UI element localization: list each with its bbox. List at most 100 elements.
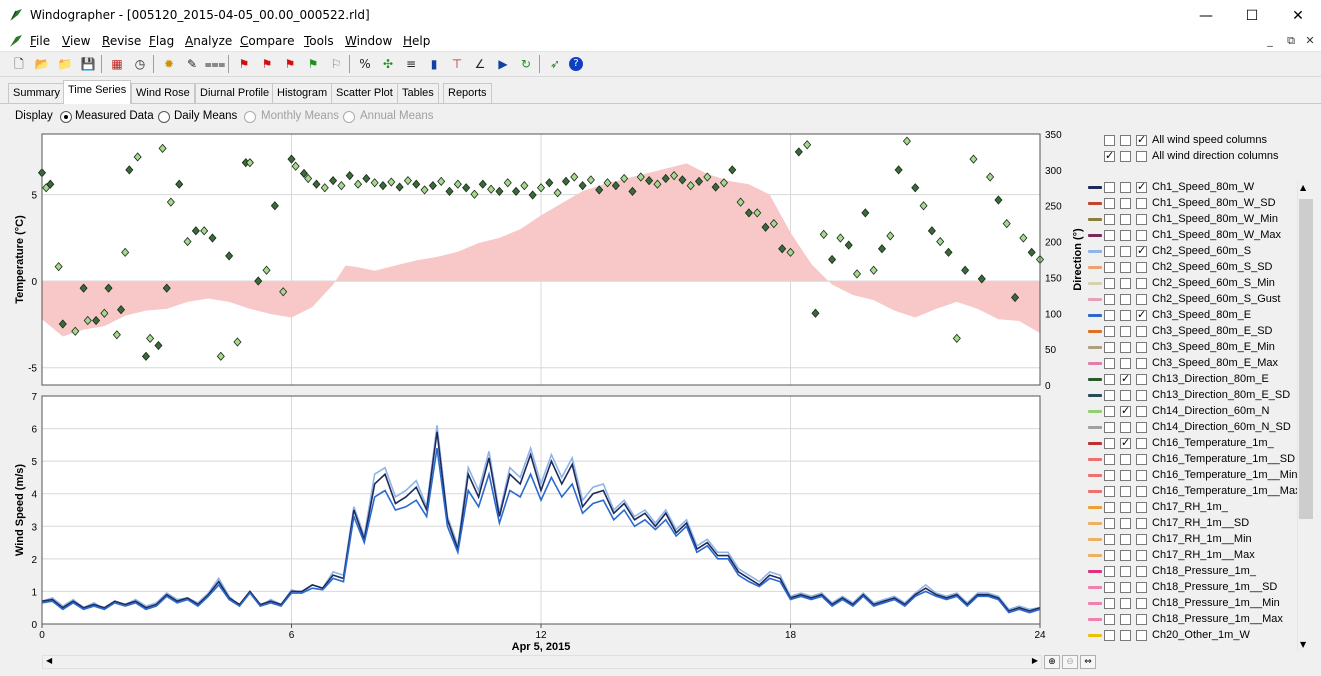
open-folder-icon[interactable]: 📂 (34, 57, 50, 71)
turbine-icon[interactable]: ✣ (382, 57, 394, 71)
legend-checkbox[interactable] (1136, 244, 1147, 257)
tab-time-series[interactable]: Time Series (63, 80, 132, 104)
legend-checkbox[interactable] (1104, 358, 1115, 369)
legend-checkbox[interactable] (1136, 470, 1147, 481)
mdi-minimize-button[interactable]: _ (1267, 34, 1273, 47)
legend-checkbox[interactable] (1136, 614, 1147, 625)
all-direction-check-3[interactable] (1136, 151, 1147, 162)
legend-checkbox[interactable] (1136, 550, 1147, 561)
flag-range-icon[interactable]: ⚑ (284, 57, 296, 71)
gear-icon[interactable]: ✹ (163, 57, 175, 71)
radio-daily-means[interactable] (158, 111, 170, 123)
legend-checkbox[interactable] (1136, 454, 1147, 465)
clock-icon[interactable]: ◷ (134, 57, 146, 71)
legend-checkbox[interactable] (1120, 326, 1131, 337)
maximize-button[interactable]: ☐ (1245, 7, 1259, 24)
legend-checkbox[interactable] (1104, 294, 1115, 305)
legend-checkbox[interactable] (1120, 310, 1131, 321)
all-speed-check-1[interactable] (1104, 135, 1115, 146)
legend-checkbox[interactable] (1120, 518, 1131, 529)
legend-checkbox[interactable] (1104, 518, 1115, 529)
legend-checkbox[interactable] (1136, 534, 1147, 545)
legend-checkbox[interactable] (1136, 438, 1147, 449)
legend-checkbox[interactable] (1120, 246, 1131, 257)
legend-checkbox[interactable] (1136, 486, 1147, 497)
legend-checkbox[interactable] (1104, 582, 1115, 593)
legend-checkbox[interactable] (1136, 390, 1147, 401)
menu-help[interactable]: Help (403, 34, 431, 48)
legend-checkbox[interactable] (1136, 422, 1147, 433)
legend-checkbox[interactable] (1136, 518, 1147, 529)
legend-checkbox[interactable] (1136, 374, 1147, 385)
legend-checkbox[interactable] (1120, 502, 1131, 513)
menu-revise[interactable]: Revise (102, 34, 142, 48)
legend-checkbox[interactable] (1104, 182, 1115, 193)
legend-checkbox[interactable] (1104, 374, 1115, 385)
new-file-icon[interactable]: 🗋 (14, 57, 24, 71)
menu-tools[interactable]: Tools (304, 34, 334, 48)
legend-checkbox[interactable] (1136, 326, 1147, 337)
legend-checkbox[interactable] (1104, 422, 1115, 433)
filter-icon[interactable]: ⩶ (204, 57, 226, 71)
legend-checkbox[interactable] (1120, 262, 1131, 273)
legend-checkbox[interactable] (1104, 310, 1115, 321)
legend-checkbox[interactable] (1120, 614, 1131, 625)
menu-file[interactable]: File (30, 34, 51, 48)
flag-red-icon[interactable]: ⚑ (238, 57, 250, 71)
all-speed-check-2[interactable] (1120, 135, 1131, 146)
legend-checkbox[interactable] (1104, 550, 1115, 561)
legend-checkbox[interactable] (1104, 198, 1115, 209)
angle-icon[interactable]: ∠ (474, 57, 486, 71)
legend-checkbox[interactable] (1120, 358, 1131, 369)
pencil-icon[interactable]: ✎ (186, 57, 198, 71)
zoom-fit-icon[interactable]: ⇔ (1080, 655, 1096, 669)
legend-checkbox[interactable] (1104, 534, 1115, 545)
legend-checkbox[interactable] (1136, 582, 1147, 593)
daily-means-label[interactable]: Daily Means (174, 110, 238, 122)
legend-checkbox[interactable] (1104, 454, 1115, 465)
legend-checkbox[interactable] (1136, 278, 1147, 289)
legend-checkbox[interactable] (1136, 294, 1147, 305)
legend-checkbox[interactable] (1136, 342, 1147, 353)
legend-checkbox[interactable] (1120, 454, 1131, 465)
scroll-down-icon[interactable]: ▼ (1300, 640, 1307, 649)
legend-checkbox[interactable] (1120, 278, 1131, 289)
legend-checkbox[interactable] (1120, 404, 1131, 417)
legend-checkbox[interactable] (1104, 326, 1115, 337)
measured-data-label[interactable]: Measured Data (75, 110, 154, 122)
all-direction-check-1[interactable] (1104, 149, 1115, 162)
legend-checkbox[interactable] (1120, 534, 1131, 545)
sort-icon[interactable]: ≡ (405, 57, 417, 71)
legend-checkbox[interactable] (1104, 342, 1115, 353)
legend-checkbox[interactable] (1136, 406, 1147, 417)
legend-checkbox[interactable] (1136, 308, 1147, 321)
legend-checkbox[interactable] (1136, 230, 1147, 241)
legend-checkbox[interactable] (1104, 614, 1115, 625)
legend-checkbox[interactable] (1104, 262, 1115, 273)
menu-window[interactable]: Window (345, 34, 393, 48)
tab-tables[interactable]: Tables (397, 83, 439, 103)
legend-checkbox[interactable] (1120, 470, 1131, 481)
flag-green-icon[interactable]: ⚑ (307, 57, 319, 71)
legend-checkbox[interactable] (1120, 214, 1131, 225)
legend-checkbox[interactable] (1136, 630, 1147, 641)
bar-chart-icon[interactable]: ▮ (430, 57, 438, 71)
scroll-thumb[interactable] (1299, 199, 1313, 519)
tab-reports[interactable]: Reports (443, 83, 492, 103)
legend-checkbox[interactable] (1120, 230, 1131, 241)
tab-histogram[interactable]: Histogram (272, 83, 333, 103)
legend-checkbox[interactable] (1104, 230, 1115, 241)
mdi-restore-button[interactable]: ⧉ (1287, 34, 1295, 47)
legend-checkbox[interactable] (1104, 470, 1115, 481)
legend-checkbox[interactable] (1136, 566, 1147, 577)
legend-checkbox[interactable] (1136, 358, 1147, 369)
percent-icon[interactable]: % (359, 57, 371, 71)
legend-checkbox[interactable] (1104, 438, 1115, 449)
all-direction-check-2[interactable] (1120, 151, 1131, 162)
open-folder-alt-icon[interactable]: 📁 (57, 57, 73, 71)
legend-checkbox[interactable] (1136, 598, 1147, 609)
radio-measured-data[interactable] (60, 111, 72, 123)
scroll-up-icon[interactable]: ▲ (1300, 183, 1307, 192)
scroll-left-icon[interactable]: ◀ (46, 656, 53, 665)
